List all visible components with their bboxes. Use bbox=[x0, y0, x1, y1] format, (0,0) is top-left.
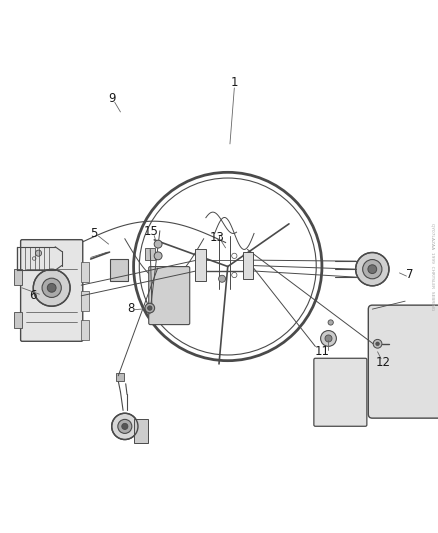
Bar bbox=[195, 249, 206, 281]
Bar bbox=[116, 374, 124, 382]
Circle shape bbox=[112, 413, 138, 440]
Circle shape bbox=[42, 278, 61, 297]
Bar bbox=[81, 320, 89, 341]
Circle shape bbox=[118, 419, 132, 433]
FancyBboxPatch shape bbox=[314, 358, 367, 426]
FancyBboxPatch shape bbox=[368, 305, 438, 418]
Text: 1: 1 bbox=[230, 76, 238, 89]
Circle shape bbox=[328, 320, 333, 325]
Text: 12: 12 bbox=[376, 356, 391, 369]
Circle shape bbox=[122, 423, 128, 430]
Circle shape bbox=[154, 252, 162, 260]
Bar bbox=[110, 259, 127, 281]
Text: 15: 15 bbox=[144, 225, 159, 238]
Bar bbox=[145, 248, 155, 260]
Bar bbox=[14, 269, 22, 285]
Circle shape bbox=[35, 250, 42, 256]
Circle shape bbox=[33, 269, 70, 306]
Bar bbox=[134, 419, 148, 443]
Circle shape bbox=[363, 260, 382, 279]
Text: 7: 7 bbox=[406, 268, 413, 281]
Text: QY07LAZAA  1999  CHRYSLER  SEBRING: QY07LAZAA 1999 CHRYSLER SEBRING bbox=[431, 223, 435, 310]
Text: 9: 9 bbox=[108, 92, 116, 105]
Circle shape bbox=[368, 265, 377, 273]
Circle shape bbox=[47, 284, 56, 292]
Text: 11: 11 bbox=[314, 345, 329, 358]
Bar bbox=[14, 312, 22, 328]
Circle shape bbox=[356, 253, 389, 286]
Circle shape bbox=[376, 342, 379, 345]
Circle shape bbox=[325, 335, 332, 342]
Text: 6: 6 bbox=[29, 289, 37, 302]
Bar bbox=[81, 291, 89, 311]
FancyBboxPatch shape bbox=[149, 266, 190, 325]
Text: 5: 5 bbox=[91, 227, 98, 240]
Circle shape bbox=[219, 275, 226, 282]
Bar bbox=[81, 262, 89, 282]
Circle shape bbox=[321, 330, 336, 346]
Circle shape bbox=[145, 303, 155, 313]
Circle shape bbox=[373, 340, 382, 348]
Bar bbox=[243, 252, 253, 279]
Text: 13: 13 bbox=[209, 231, 224, 244]
Text: 8: 8 bbox=[128, 302, 135, 314]
Circle shape bbox=[148, 306, 152, 310]
Circle shape bbox=[154, 240, 162, 248]
FancyBboxPatch shape bbox=[21, 240, 83, 341]
